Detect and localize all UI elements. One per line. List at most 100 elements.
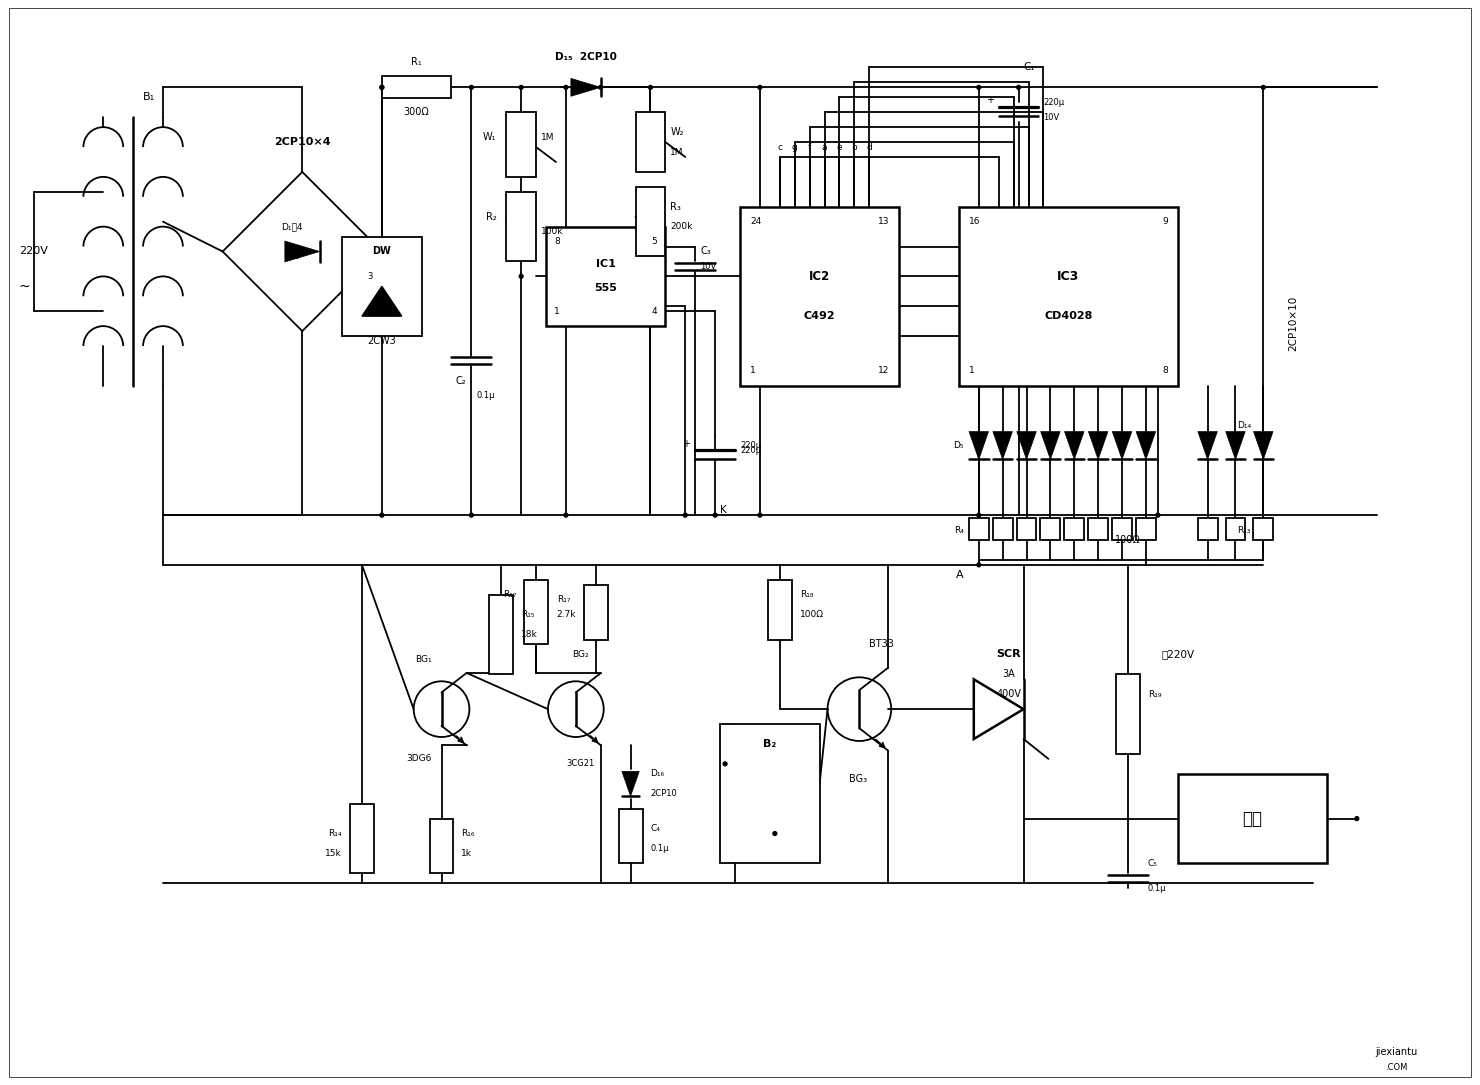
Text: jiexiantu: jiexiantu bbox=[1375, 1047, 1418, 1058]
Text: DW: DW bbox=[373, 246, 391, 256]
Circle shape bbox=[380, 513, 383, 518]
Circle shape bbox=[648, 86, 653, 89]
Bar bbox=[490, 595, 514, 674]
Text: 5: 5 bbox=[651, 237, 657, 246]
Text: 0.1μ: 0.1μ bbox=[477, 392, 494, 400]
Text: 8: 8 bbox=[1162, 367, 1168, 375]
Text: 15V: 15V bbox=[284, 252, 300, 261]
Bar bbox=[1254, 519, 1273, 540]
Text: C492: C492 bbox=[804, 311, 835, 321]
Circle shape bbox=[380, 86, 383, 89]
Circle shape bbox=[684, 513, 687, 518]
Text: IC2: IC2 bbox=[810, 270, 830, 283]
Polygon shape bbox=[1197, 432, 1218, 459]
Text: CD4028: CD4028 bbox=[1043, 311, 1092, 321]
Circle shape bbox=[724, 762, 727, 766]
Text: 555: 555 bbox=[595, 283, 617, 293]
Polygon shape bbox=[1254, 432, 1273, 459]
Text: +: + bbox=[986, 95, 993, 105]
Text: C₄: C₄ bbox=[651, 824, 660, 833]
Text: 16: 16 bbox=[969, 217, 980, 226]
Bar bbox=[506, 112, 536, 177]
Bar bbox=[429, 818, 453, 873]
Text: 3CG21: 3CG21 bbox=[567, 760, 595, 768]
Bar bbox=[740, 207, 900, 386]
Text: 4: 4 bbox=[651, 307, 657, 316]
Circle shape bbox=[380, 86, 383, 89]
Text: a: a bbox=[821, 142, 827, 152]
Text: d: d bbox=[866, 142, 872, 152]
Text: 2CW3: 2CW3 bbox=[367, 336, 397, 346]
Text: 2CP10: 2CP10 bbox=[651, 789, 678, 799]
Circle shape bbox=[1261, 86, 1265, 89]
Polygon shape bbox=[969, 432, 989, 459]
Text: 220V: 220V bbox=[19, 246, 47, 256]
Polygon shape bbox=[1017, 432, 1036, 459]
Text: 100k: 100k bbox=[542, 227, 564, 237]
Circle shape bbox=[758, 86, 762, 89]
Bar bbox=[1137, 519, 1156, 540]
Polygon shape bbox=[363, 286, 401, 316]
Polygon shape bbox=[571, 78, 601, 97]
Polygon shape bbox=[284, 241, 320, 261]
Text: 200k: 200k bbox=[670, 222, 693, 231]
Text: B₁: B₁ bbox=[144, 92, 155, 102]
Text: IC1: IC1 bbox=[596, 259, 616, 269]
Text: C₂: C₂ bbox=[456, 375, 466, 386]
Text: 10V: 10V bbox=[1043, 113, 1060, 122]
Text: D₅: D₅ bbox=[953, 441, 963, 450]
Text: R₁₃: R₁₃ bbox=[1237, 525, 1251, 535]
Bar bbox=[546, 227, 666, 327]
Text: +: + bbox=[682, 438, 690, 448]
Polygon shape bbox=[1225, 432, 1245, 459]
Text: 15k: 15k bbox=[326, 848, 342, 858]
Polygon shape bbox=[1088, 432, 1109, 459]
Circle shape bbox=[773, 831, 777, 835]
Text: R₄: R₄ bbox=[955, 525, 963, 535]
Bar bbox=[1178, 774, 1328, 864]
Text: 300Ω: 300Ω bbox=[404, 107, 429, 117]
Text: 100Ω: 100Ω bbox=[799, 610, 824, 620]
Text: 1M: 1M bbox=[542, 132, 555, 141]
Bar bbox=[382, 76, 451, 99]
Text: 1: 1 bbox=[554, 307, 559, 316]
Text: R₁₆: R₁₆ bbox=[462, 829, 475, 838]
Bar bbox=[959, 207, 1178, 386]
Bar bbox=[1064, 519, 1085, 540]
Polygon shape bbox=[1137, 432, 1156, 459]
Circle shape bbox=[564, 86, 568, 89]
Text: f: f bbox=[808, 142, 811, 152]
Text: W₁: W₁ bbox=[482, 132, 496, 142]
Text: 2CP10×10: 2CP10×10 bbox=[1288, 296, 1298, 352]
Text: 18k: 18k bbox=[521, 630, 537, 639]
Text: 9: 9 bbox=[1162, 217, 1168, 226]
Text: 12: 12 bbox=[878, 367, 889, 375]
Bar bbox=[1116, 674, 1140, 754]
Text: R₁₄: R₁₄ bbox=[329, 829, 342, 838]
Text: R₂: R₂ bbox=[485, 212, 496, 221]
Circle shape bbox=[519, 275, 522, 278]
Text: 220μ: 220μ bbox=[740, 446, 761, 455]
Text: e: e bbox=[836, 142, 842, 152]
Text: BT33: BT33 bbox=[869, 639, 894, 650]
Text: 3A: 3A bbox=[1002, 669, 1015, 679]
Bar bbox=[1088, 519, 1109, 540]
Bar bbox=[1111, 519, 1132, 540]
Bar bbox=[619, 808, 642, 864]
Text: 100Ω: 100Ω bbox=[1114, 535, 1141, 545]
Bar bbox=[349, 804, 374, 873]
Circle shape bbox=[469, 513, 474, 518]
Text: BG₃: BG₃ bbox=[850, 774, 867, 783]
Polygon shape bbox=[622, 771, 639, 796]
Text: D₁₄: D₁₄ bbox=[1237, 421, 1252, 430]
Bar bbox=[635, 187, 666, 256]
Text: D₁～4: D₁～4 bbox=[281, 222, 303, 231]
Bar bbox=[721, 724, 820, 864]
Text: R₁₈: R₁₈ bbox=[799, 590, 813, 599]
Text: 8: 8 bbox=[554, 237, 559, 246]
Text: D₁₅  2CP10: D₁₅ 2CP10 bbox=[555, 52, 617, 63]
Text: SCR: SCR bbox=[996, 650, 1021, 660]
Bar bbox=[635, 112, 666, 171]
Circle shape bbox=[599, 86, 602, 89]
Circle shape bbox=[519, 86, 522, 89]
